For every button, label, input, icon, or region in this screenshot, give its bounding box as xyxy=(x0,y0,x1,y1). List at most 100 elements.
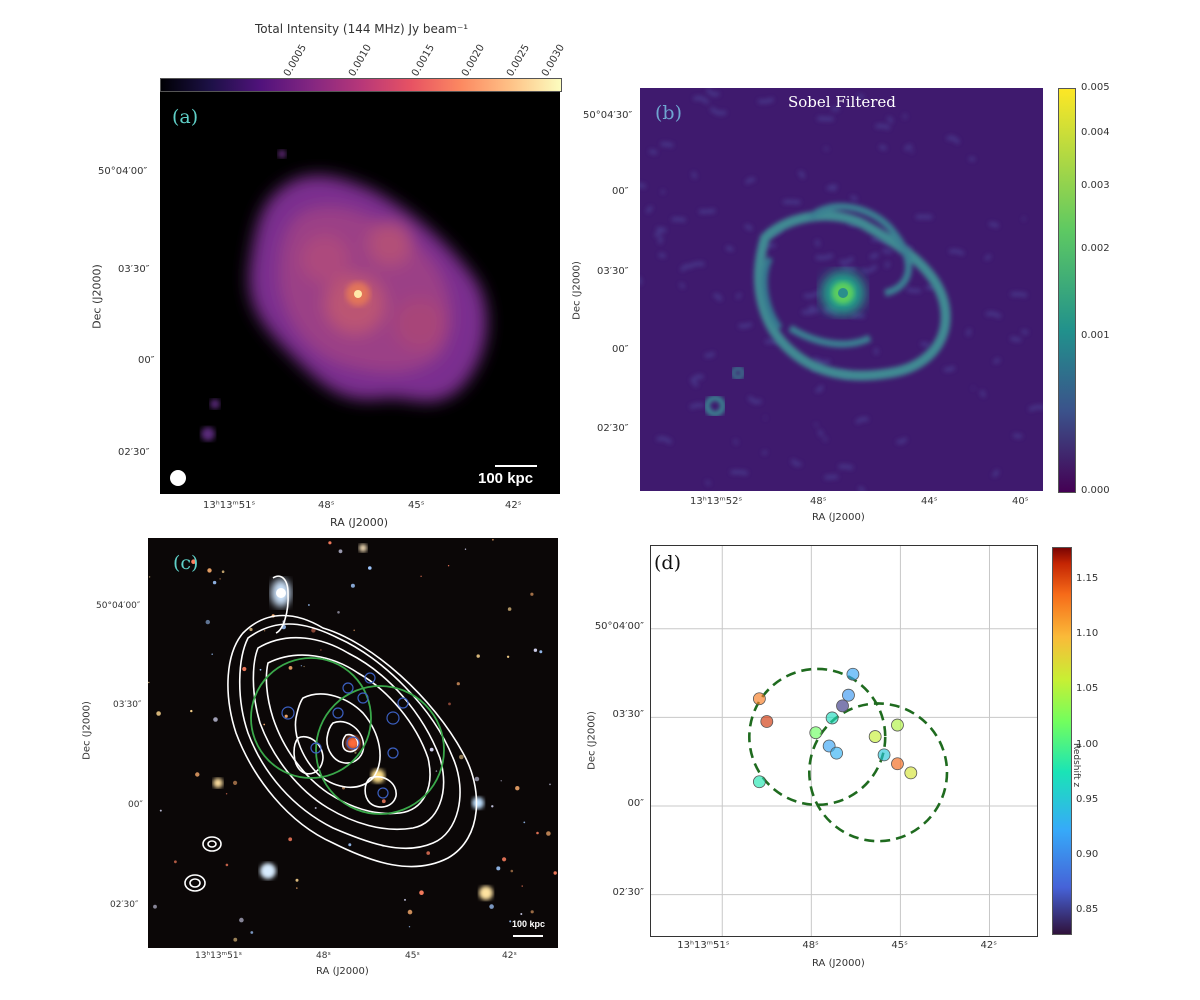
noise-squiggle xyxy=(920,342,930,348)
galaxy-point-0 xyxy=(752,692,766,706)
ytick-b-0: 50°04′30″ xyxy=(583,110,633,121)
background-star xyxy=(212,580,217,585)
noise-squiggle xyxy=(698,208,716,214)
noise-squiggle xyxy=(738,322,753,329)
background-star xyxy=(489,904,494,909)
noise-squiggle xyxy=(671,217,686,223)
colorbar-a-underline xyxy=(160,92,560,94)
cbtick-d-0: 1.15 xyxy=(1076,573,1099,585)
background-star xyxy=(207,568,212,573)
noise-squiggle xyxy=(814,384,824,393)
xtick-c-2: 45ˢ xyxy=(405,951,420,961)
background-star xyxy=(456,682,460,686)
xlabel-a: RA (J2000) xyxy=(330,516,389,529)
background-star xyxy=(419,890,424,895)
background-star xyxy=(296,887,298,889)
cbtick-b-1: 0.004 xyxy=(1081,127,1110,138)
panel-a-image: (a) 100 kpc xyxy=(160,94,560,494)
ytick-b-3: 00″ xyxy=(612,344,629,355)
background-star xyxy=(492,538,494,541)
noise-squiggle xyxy=(679,264,692,272)
ytick-d-0: 50°04′00″ xyxy=(594,620,644,632)
xtick-b-0: 13ʰ13ᵐ52ˢ xyxy=(690,496,743,507)
cbtick-d-2: 1.05 xyxy=(1076,683,1099,695)
cbtick-a-1: 0.0010 xyxy=(347,42,375,79)
cbtick-d-4: 0.95 xyxy=(1076,793,1099,805)
cluster-circles xyxy=(250,657,445,815)
noise-squiggle xyxy=(640,183,647,189)
noise-squiggle xyxy=(1009,335,1022,342)
galaxy-point-12 xyxy=(891,757,904,771)
scalebar-a-text: 100 kpc xyxy=(478,470,534,487)
noise-squiggle xyxy=(1028,404,1043,412)
noise-squiggle xyxy=(839,256,855,265)
noise-squiggle xyxy=(691,171,697,179)
galaxy-point-2 xyxy=(846,667,860,681)
noise-squiggle xyxy=(1010,292,1028,298)
background-star xyxy=(242,666,247,672)
noise-squiggle xyxy=(797,170,806,179)
noise-squiggle xyxy=(648,148,658,155)
background-star xyxy=(407,909,413,915)
xtick-c-0: 13ʰ13ᵐ51ˢ xyxy=(195,951,242,961)
noise-squiggle xyxy=(943,365,956,372)
background-star xyxy=(219,578,221,580)
background-star xyxy=(233,780,238,785)
noise-squiggle xyxy=(823,147,829,152)
noise-squiggle xyxy=(984,254,992,260)
galaxy-point-5 xyxy=(825,711,839,725)
noise-squiggle xyxy=(992,357,1001,364)
background-star xyxy=(250,931,254,934)
background-star xyxy=(303,665,305,668)
noise-squiggle xyxy=(712,293,723,302)
ylabel-c: Dec (J2000) xyxy=(81,701,93,760)
panel-a-label: (a) xyxy=(172,106,199,128)
cluster-circle-1 xyxy=(808,702,949,843)
background-star xyxy=(404,898,406,901)
noise-squiggle xyxy=(1021,329,1029,336)
background-star xyxy=(549,783,551,786)
noise-squiggle xyxy=(815,253,834,260)
noise-squiggle xyxy=(807,305,816,312)
background-star xyxy=(502,857,507,862)
background-star xyxy=(205,619,210,625)
sobel-filtered-image xyxy=(640,88,1043,491)
noise-squiggle xyxy=(878,144,888,150)
scalebar-c-text: 100 kpc xyxy=(512,919,546,929)
ytick-b-2: 03′30″ xyxy=(597,266,629,277)
xtick-a-1: 48ˢ xyxy=(318,500,335,511)
background-star xyxy=(239,917,244,923)
ytick-c-0: 50°04′00″ xyxy=(96,601,141,611)
background-star xyxy=(447,565,450,567)
noise-squiggle xyxy=(689,403,705,410)
noise-squiggle xyxy=(730,469,749,476)
background-star xyxy=(521,885,523,887)
background-star xyxy=(536,831,539,835)
ytick-b-1: 00″ xyxy=(612,186,629,197)
background-star xyxy=(314,807,317,809)
background-star xyxy=(515,786,520,791)
background-star xyxy=(195,772,200,777)
background-star xyxy=(533,648,538,652)
cbtick-a-4: 0.0025 xyxy=(505,42,533,79)
galaxy-point-11 xyxy=(891,718,904,732)
noise-squiggle xyxy=(733,439,739,445)
panel-d-label: (d) xyxy=(654,552,681,574)
background-star xyxy=(328,541,332,545)
background-star xyxy=(546,831,551,836)
panel-d-axes: (d) xyxy=(650,545,1038,937)
background-star xyxy=(249,627,253,632)
background-star xyxy=(225,863,229,867)
background-star xyxy=(153,904,157,909)
noise-squiggle xyxy=(884,261,890,268)
background-star xyxy=(308,604,310,606)
xtick-a-0: 13ʰ13ᵐ51ˢ xyxy=(203,500,256,511)
noise-squiggle xyxy=(895,437,908,444)
ytick-a-2: 00″ xyxy=(138,355,155,366)
background-star xyxy=(159,809,162,812)
cbtick-a-3: 0.0020 xyxy=(460,42,488,79)
background-star xyxy=(148,576,151,578)
panel-b-image: (b) Sobel Filtered xyxy=(640,88,1043,491)
noise-squiggle xyxy=(744,177,756,185)
background-star xyxy=(191,559,196,564)
